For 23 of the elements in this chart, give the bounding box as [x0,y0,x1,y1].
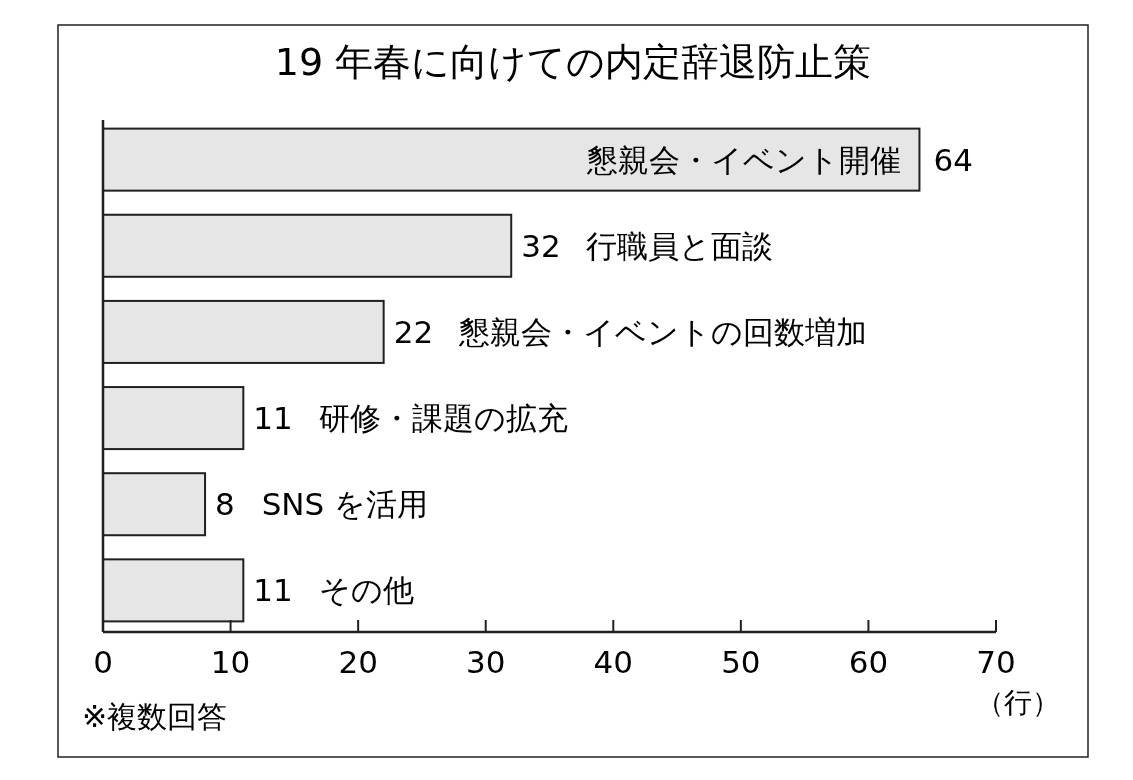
x-tick-label: 0 [93,644,113,680]
data-label: 11 [253,572,293,609]
y-tick-label: 研修・課題の拡充 [318,400,568,437]
x-tick-label: 20 [338,644,378,680]
y-tick-label: その他 [318,572,414,609]
data-label: 32 [521,227,561,264]
y-tick-label: 懇親会・イベント開催 [586,141,902,178]
x-tick-label: 70 [976,644,1016,680]
data-label: 11 [253,400,293,437]
x-axis-title: （行） [976,685,1060,719]
x-tick-label: 60 [848,644,889,680]
y-tick-label: 行職員と面談 [586,227,774,264]
x-tick-label: 30 [465,644,506,680]
y-tick-label: SNS を活用 [261,486,429,523]
x-tick-label: 40 [593,644,634,680]
y-tick-label: 懇親会・イベントの回数増加 [457,313,867,350]
data-label: 64 [933,141,973,178]
text: ※複数回答 [82,698,228,734]
data-label: 8 [215,486,235,523]
chart-title: 19 年春に向けての内定辞退防止策 [274,40,872,84]
data-label: 22 [393,313,434,350]
x-tick-label: 50 [721,644,761,680]
x-tick-label: 10 [210,644,251,680]
